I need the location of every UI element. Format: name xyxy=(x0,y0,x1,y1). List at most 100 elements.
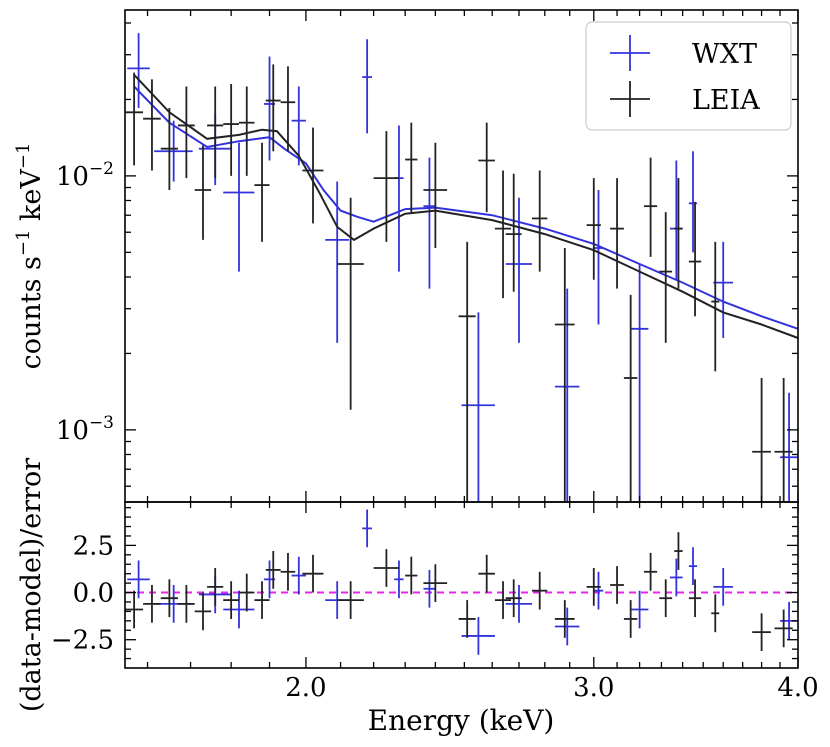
spectrum-leia-points xyxy=(125,64,793,502)
spectrum-leia-point xyxy=(494,170,512,299)
residual-leia-point xyxy=(688,579,702,618)
spectrum-leia-point xyxy=(254,142,270,242)
spectrum-wxt-point xyxy=(630,263,649,502)
spectrum-leia-point xyxy=(177,86,195,179)
legend-label: LEIA xyxy=(692,85,760,116)
residual-wxt-point xyxy=(669,558,683,597)
spectrum-leia-point xyxy=(711,241,720,372)
residual-leia-point xyxy=(302,554,324,593)
residual-wxt-point xyxy=(127,560,150,599)
y-tick-label: −2.5 xyxy=(51,626,114,656)
residual-leia-point xyxy=(177,585,195,623)
residual-wxt-point xyxy=(291,556,306,595)
spectrum-leia-point xyxy=(280,66,296,152)
spectrum-leia-point xyxy=(505,173,522,292)
residual-leia-point xyxy=(610,566,624,604)
residual-leia-point xyxy=(458,600,476,638)
spectrum-leia-point xyxy=(238,86,255,176)
residual-leia-point xyxy=(623,600,638,638)
spectrum-wxt-point xyxy=(423,157,436,289)
residual-leia-point xyxy=(644,552,658,591)
spectrum-wxt-point xyxy=(593,189,604,325)
residual-leia-point xyxy=(774,609,793,648)
top-panel-data xyxy=(125,33,799,502)
residual-leia-point xyxy=(405,556,418,595)
top-panel-ticks: 10−3 10−2 xyxy=(56,10,799,502)
residual-panel-frame xyxy=(124,501,799,669)
spectrum-leia-point xyxy=(674,178,683,289)
residual-wxt-point xyxy=(554,607,580,646)
model-line-wxt xyxy=(133,85,799,330)
top-y-axis-label: counts s−1 keV−1 xyxy=(13,143,47,370)
residual-leia-point xyxy=(505,579,522,618)
spectrum-wxt-point xyxy=(325,181,349,343)
residual-wxt-point xyxy=(423,569,436,608)
residual-wxt-point xyxy=(630,590,649,629)
residual-leia-point xyxy=(423,564,448,602)
y-tick-label: 10−2 xyxy=(56,159,114,192)
spectrum-leia-point xyxy=(554,248,575,502)
top-panel: 10−3 10−2 xyxy=(56,9,799,503)
residual-leia-point xyxy=(711,594,720,633)
residual-leia-point xyxy=(265,551,281,589)
residual-wxt-point xyxy=(713,568,733,606)
spectrum-wxt-point xyxy=(713,241,733,339)
legend-entry-leia: LEIA xyxy=(610,81,760,117)
residual-wxt-point xyxy=(688,547,698,585)
model-line-leia xyxy=(133,74,799,339)
spectrum-leia-point xyxy=(125,72,144,166)
x-tick-label: 4.0 xyxy=(777,673,818,703)
spectrum-leia-point xyxy=(478,122,495,213)
y-tick-label: 2.5 xyxy=(73,531,114,561)
spectrum-leia-point xyxy=(644,157,658,257)
spectrum-wxt-point xyxy=(669,160,683,280)
residual-panel-data xyxy=(125,509,798,655)
residual-wxt-point xyxy=(362,509,372,548)
residual-leia-point xyxy=(752,613,771,652)
residual-leia-point xyxy=(337,581,364,619)
residual-leia-point xyxy=(280,552,296,591)
residual-leia-point xyxy=(254,581,270,619)
residual-leia-point xyxy=(532,571,548,610)
x-axis-label: Energy (keV) xyxy=(368,704,555,737)
x-tick-label: 3.0 xyxy=(573,673,614,703)
spectrum-wxt-point xyxy=(362,39,372,134)
spectrum-wxt-point xyxy=(127,33,150,109)
spectrum-leia-point xyxy=(532,170,548,272)
residual-leia-point xyxy=(373,549,399,587)
spectrum-leia-point xyxy=(659,212,673,343)
residual-leia-point xyxy=(194,592,212,631)
spectrum-leia-point xyxy=(586,178,601,280)
legend-frame xyxy=(585,21,792,131)
spectrum-leia-point xyxy=(458,241,476,502)
spectrum-leia-point xyxy=(610,178,624,289)
residual-wxt-point xyxy=(223,590,255,629)
spectrum-leia-point xyxy=(373,131,399,242)
spectrum-leia-point xyxy=(752,378,771,502)
residual-leia-point xyxy=(125,590,144,629)
residual-leia-points xyxy=(125,532,793,652)
spectrum-leia-point xyxy=(774,378,793,502)
legend-label: WXT xyxy=(692,39,757,70)
spectrum-leia-point xyxy=(623,294,638,502)
residual-leia-point xyxy=(478,554,495,593)
spectrum-leia-point xyxy=(405,122,418,213)
residual-panel-ticks: 2.0 3.0 4.0 2.5 0.0 −2.5 xyxy=(51,502,819,703)
spectrum-leia-point xyxy=(265,64,281,152)
spectrum-leia-point xyxy=(160,108,178,190)
residual-leia-point xyxy=(223,581,239,619)
residual-y-axis-label: (data-model)/error xyxy=(16,458,47,712)
residual-wxt-points xyxy=(127,509,798,655)
residual-panel: 2.0 3.0 4.0 2.5 0.0 −2.5 xyxy=(51,501,819,703)
residual-wxt-point xyxy=(505,585,533,623)
y-tick-label: 0.0 xyxy=(73,579,114,609)
spectrum-wxt-point xyxy=(394,125,404,272)
residual-wxt-point xyxy=(394,560,404,599)
legend: WXT LEIA xyxy=(585,21,792,131)
spectrum-leia-point xyxy=(207,86,224,179)
x-tick-label: 2.0 xyxy=(285,673,326,703)
spectrum-leia-point xyxy=(423,142,448,249)
spectrum-wxt-point xyxy=(291,86,306,166)
residual-leia-point xyxy=(207,568,224,606)
